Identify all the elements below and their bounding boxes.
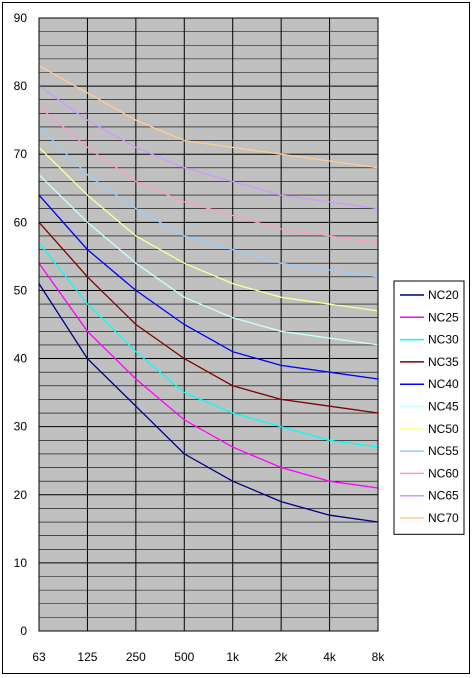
y-tick-label: 60 — [14, 215, 28, 229]
legend-label-nc65: NC65 — [428, 489, 459, 503]
chart-frame: 0 10 20 30 40 50 60 70 80 90 63 125 250 500 1k 2k 4k 8k … — [2, 2, 470, 674]
series-line-nc55 — [38, 126, 379, 278]
x-tick-label: 500 — [174, 650, 194, 664]
y-tick-label: 10 — [14, 556, 28, 570]
y-tick-label: 90 — [14, 11, 28, 25]
series-line-nc45 — [38, 174, 379, 346]
legend-label-nc30: NC30 — [428, 333, 459, 347]
legend-label-nc45: NC45 — [428, 400, 459, 414]
legend-label-nc60: NC60 — [428, 466, 459, 480]
series-line-nc60 — [38, 106, 379, 244]
x-tick-label: 4k — [323, 650, 337, 664]
legend-label-nc20: NC20 — [428, 288, 459, 302]
x-tick-label: 250 — [126, 650, 146, 664]
series-line-nc25 — [38, 262, 379, 489]
y-tick-label: 50 — [14, 283, 28, 297]
legend-label-nc70: NC70 — [428, 511, 459, 525]
y-tick-label: 70 — [14, 147, 28, 161]
series-lines — [38, 65, 379, 523]
legend-label-nc50: NC50 — [428, 422, 459, 436]
x-tick-label: 2k — [275, 650, 289, 664]
x-tick-label: 125 — [77, 650, 97, 664]
y-tick-label: 0 — [20, 624, 27, 638]
series-line-nc40 — [38, 194, 379, 380]
y-axis-ticks: 0 10 20 30 40 50 60 70 80 90 — [14, 11, 28, 638]
series-line-nc30 — [38, 242, 379, 448]
y-tick-label: 40 — [14, 352, 28, 366]
x-tick-label: 1k — [226, 650, 240, 664]
legend-label-nc25: NC25 — [428, 310, 459, 324]
legend-label-nc35: NC35 — [428, 355, 459, 369]
series-line-nc20 — [38, 283, 379, 523]
plot-area — [39, 18, 378, 631]
y-tick-label: 30 — [14, 420, 28, 434]
series-line-nc70 — [38, 65, 379, 169]
series-line-nc50 — [38, 146, 379, 312]
x-axis-ticks: 63 125 250 500 1k 2k 4k 8k — [32, 650, 385, 664]
y-tick-label: 20 — [14, 488, 28, 502]
legend-label-nc40: NC40 — [428, 377, 459, 391]
plot-border — [38, 17, 379, 632]
series-line-nc35 — [38, 221, 379, 414]
x-tick-label: 8k — [372, 650, 386, 664]
series-line-nc65 — [38, 85, 379, 210]
major-gridlines — [39, 85, 378, 564]
y-tick-label: 80 — [14, 79, 28, 93]
legend-label-nc55: NC55 — [428, 444, 459, 458]
legend: NC20 NC25 NC30 NC35 NC40 NC45 NC50 NC55 NC60 NC65… — [393, 280, 465, 535]
legend-box — [393, 280, 465, 535]
x-tick-label: 63 — [32, 650, 46, 664]
